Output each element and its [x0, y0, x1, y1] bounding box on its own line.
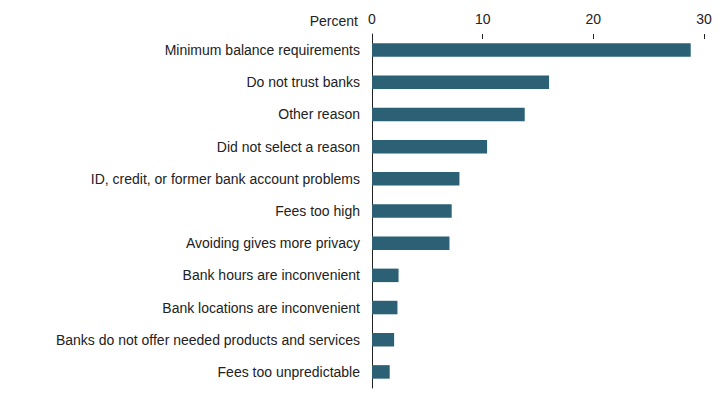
svg-text:Other reason: Other reason	[278, 106, 360, 122]
svg-text:10: 10	[475, 11, 491, 27]
svg-text:0: 0	[368, 11, 376, 27]
svg-text:Bank hours are inconvenient: Bank hours are inconvenient	[183, 267, 361, 283]
svg-text:Fees too high: Fees too high	[275, 203, 360, 219]
svg-text:Do not trust banks: Do not trust banks	[246, 74, 360, 90]
svg-text:Avoiding gives more privacy: Avoiding gives more privacy	[186, 235, 360, 251]
svg-text:Bank locations are inconvenien: Bank locations are inconvenient	[162, 300, 360, 316]
svg-text:Minimum balance requirements: Minimum balance requirements	[165, 42, 360, 58]
svg-text:Banks do not offer needed prod: Banks do not offer needed products and s…	[56, 332, 360, 348]
svg-text:ID, credit, or former bank acc: ID, credit, or former bank account probl…	[91, 171, 360, 187]
svg-text:30: 30	[696, 11, 712, 27]
svg-text:Percent: Percent	[310, 13, 358, 29]
svg-text:Fees too unpredictable: Fees too unpredictable	[218, 364, 361, 380]
svg-text:Did not select a reason: Did not select a reason	[217, 139, 360, 155]
svg-text:20: 20	[586, 11, 602, 27]
